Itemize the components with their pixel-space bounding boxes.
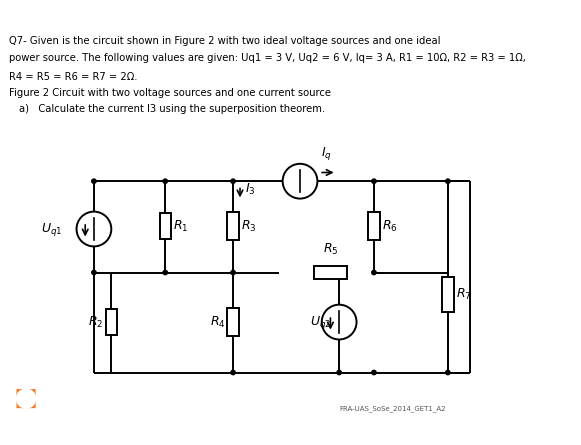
Circle shape: [372, 179, 376, 183]
Circle shape: [231, 270, 235, 275]
Bar: [368, 213, 379, 240]
Circle shape: [446, 179, 450, 183]
Text: FRA-UAS_SoSe_2014_GET1_A2: FRA-UAS_SoSe_2014_GET1_A2: [339, 405, 446, 412]
Circle shape: [282, 164, 317, 198]
Text: $R_3$: $R_3$: [241, 219, 256, 234]
Text: a)   Calculate the current I3 using the superposition theorem.: a) Calculate the current I3 using the su…: [19, 104, 325, 114]
Circle shape: [231, 370, 235, 375]
Text: c: c: [23, 392, 30, 405]
Circle shape: [231, 179, 235, 183]
Bar: [160, 213, 171, 239]
Text: $I_3$: $I_3$: [245, 182, 256, 198]
Bar: [314, 267, 347, 279]
FancyBboxPatch shape: [16, 389, 35, 408]
Text: $R_1$: $R_1$: [173, 219, 188, 234]
Bar: [442, 277, 454, 312]
Text: $R_4$: $R_4$: [210, 315, 225, 330]
Text: $R_2$: $R_2$: [88, 315, 103, 330]
Circle shape: [16, 389, 35, 408]
Circle shape: [92, 270, 96, 275]
Circle shape: [372, 270, 376, 275]
Circle shape: [92, 179, 96, 183]
Circle shape: [322, 305, 357, 340]
Circle shape: [446, 370, 450, 375]
Text: R4 = R5 = R6 = R7 = 2Ω.: R4 = R5 = R6 = R7 = 2Ω.: [9, 73, 137, 82]
Circle shape: [372, 370, 376, 375]
Text: $U_{q1}$: $U_{q1}$: [41, 221, 63, 238]
Bar: [106, 309, 117, 335]
Text: $I_q$: $I_q$: [321, 145, 332, 162]
Circle shape: [337, 370, 341, 375]
Bar: [227, 308, 239, 336]
Text: Q7- Given is the circuit shown in Figure 2 with two ideal voltage sources and on: Q7- Given is the circuit shown in Figure…: [9, 36, 440, 46]
Text: $R_5$: $R_5$: [322, 242, 338, 257]
Text: $R_7$: $R_7$: [456, 287, 471, 302]
Bar: [227, 213, 239, 240]
Text: $R_6$: $R_6$: [382, 219, 397, 234]
Text: power source. The following values are given: Uq1 = 3 V, Uq2 = 6 V, Iq= 3 A, R1 : power source. The following values are g…: [9, 53, 526, 63]
Text: $U_{q2}$: $U_{q2}$: [310, 314, 331, 331]
Circle shape: [163, 270, 167, 275]
Circle shape: [16, 389, 35, 408]
Text: Figure 2 Circuit with two voltage sources and one current source: Figure 2 Circuit with two voltage source…: [9, 88, 331, 98]
Circle shape: [77, 212, 112, 247]
Circle shape: [163, 179, 167, 183]
